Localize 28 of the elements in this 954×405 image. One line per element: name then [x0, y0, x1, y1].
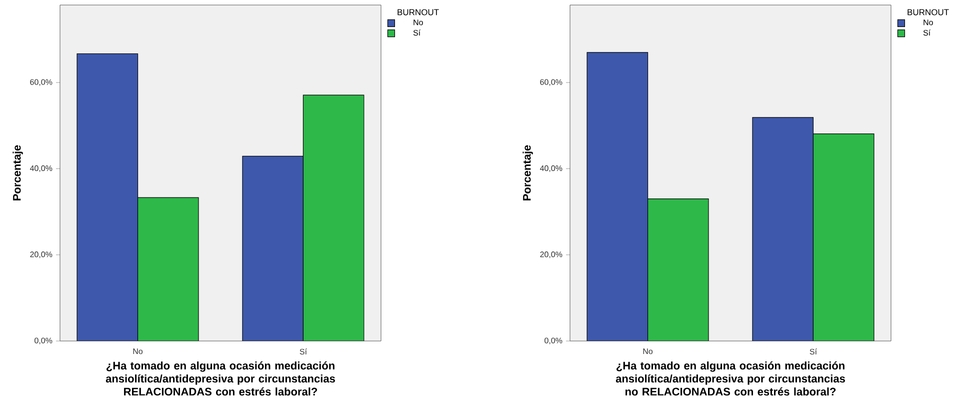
y-tick-label: 60,0%: [30, 79, 52, 86]
x-tick-label: No: [643, 348, 653, 354]
y-axis-title: Porcentaje: [522, 145, 533, 200]
x-tick-label: Sí: [810, 348, 817, 355]
bar: [752, 117, 814, 341]
y-tick-label: 40,0%: [540, 165, 562, 172]
bar: [812, 134, 874, 341]
bar: [586, 52, 648, 341]
legend-title: BURNOUT: [908, 9, 949, 16]
y-tick-label: 0,0%: [34, 338, 52, 344]
x-axis-title: ¿Ha tomado en alguna ocasión medicación ansiolítica/antidepresiva por circunstancias RELACIONADAS con estrés laboral?: [106, 361, 335, 396]
legend-title: BURNOUT: [398, 9, 439, 16]
y-tick-label: 40,0%: [30, 165, 52, 172]
legend-label: Sí: [923, 30, 931, 36]
y-tick-label: 20,0%: [30, 252, 52, 258]
x-tick-label: Sí: [300, 348, 307, 355]
y-tick-label: 60,0%: [540, 79, 562, 86]
legend-label: No: [924, 20, 933, 26]
x-axis-title: ¿Ha tomado en alguna ocasión medicación ansiolítica/antidepresiva por circunstancias no RELACIONADAS con estrés laboral?: [616, 361, 845, 396]
legend-label: Sí: [413, 30, 421, 36]
x-tick-label: No: [133, 348, 143, 354]
bar: [647, 198, 709, 341]
bar: [137, 197, 199, 341]
y-axis-title: Porcentaje: [12, 145, 23, 200]
bar: [302, 94, 364, 341]
y-tick-label: 0,0%: [544, 338, 562, 344]
legend-label: No: [414, 20, 423, 26]
y-tick-label: 20,0%: [540, 252, 562, 258]
